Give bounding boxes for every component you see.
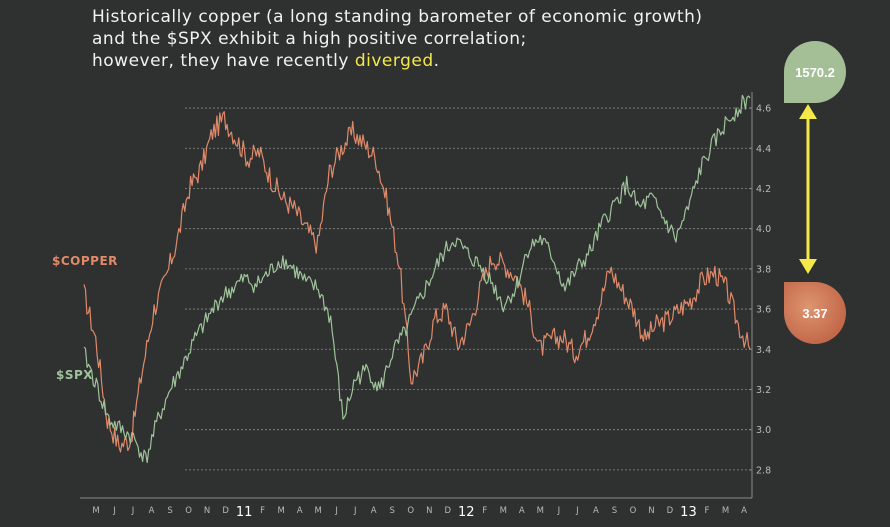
y-tick-label: 4.0: [756, 224, 771, 235]
axes: [80, 92, 753, 499]
x-month-label: M: [92, 506, 99, 516]
x-month-label: N: [648, 506, 654, 516]
y-tick-labels: 2.8 3.0 3.2 3.4 3.6 3.8 4.0 4.2 4.4 4.6: [749, 104, 771, 476]
x-month-label: F: [260, 506, 265, 516]
x-month-label: J: [334, 506, 338, 516]
x-month-label: J: [575, 506, 579, 516]
x-month-label: J: [353, 506, 357, 516]
x-month-label: O: [185, 506, 192, 516]
x-month-label: S: [612, 506, 617, 516]
x-month-label: D: [222, 506, 229, 516]
headline: Historically copper (a long standing bar…: [92, 6, 703, 72]
y-tick-label: 3.4: [756, 345, 771, 356]
x-month-label: O: [630, 506, 637, 516]
divergence-arrow: [799, 104, 817, 274]
y-tick-label: 3.2: [756, 385, 771, 396]
x-month-label: A: [297, 506, 303, 516]
x-month-label: M: [277, 506, 284, 516]
y-tick-label: 4.6: [756, 104, 771, 115]
copper-series-line: [83, 111, 751, 453]
x-month-label: S: [167, 506, 172, 516]
headline-highlight: diverged: [354, 51, 434, 71]
y-tick-label: 4.4: [756, 144, 771, 155]
y-tick-label: 4.2: [756, 184, 771, 195]
x-year-label: 12: [458, 505, 475, 520]
y-tick-label: 2.8: [756, 465, 771, 476]
x-month-label: M: [537, 506, 544, 516]
x-month-label: N: [204, 506, 210, 516]
x-month-label: A: [371, 506, 377, 516]
x-month-label: A: [519, 506, 525, 516]
x-month-label: A: [741, 506, 747, 516]
x-month-label: N: [426, 506, 432, 516]
x-month-label: A: [593, 506, 599, 516]
x-month-label: M: [500, 506, 507, 516]
headline-line-1: Historically copper (a long standing bar…: [92, 7, 703, 27]
x-month-label: M: [722, 506, 729, 516]
spx-series-line: [83, 94, 751, 464]
gridlines: [185, 107, 752, 471]
x-month-label: F: [482, 506, 487, 516]
x-month-label: F: [705, 506, 710, 516]
spx-value-callout: 1570.2: [784, 41, 846, 103]
spx-series-label: $SPX: [56, 368, 94, 382]
x-month-label: D: [444, 506, 451, 516]
headline-line-2: and the $SPX exhibit a high positive cor…: [92, 29, 527, 49]
y-tick-label: 3.6: [756, 305, 771, 316]
x-month-label: S: [390, 506, 395, 516]
arrow-up-head: [799, 104, 817, 119]
y-tick-label: 3.0: [756, 425, 771, 436]
x-month-label: A: [149, 506, 155, 516]
x-tick-labels: M J J A S O N D 11 F M A M J J A S O N D 12 F M A M J J A S O N D 13 F M A: [92, 505, 747, 520]
y-tick-label: 3.8: [756, 264, 771, 275]
x-month-label: O: [407, 506, 414, 516]
x-year-label: 13: [680, 505, 697, 520]
headline-line-3: however, they have recently diverged.: [92, 50, 703, 72]
copper-value-callout: 3.37: [784, 282, 846, 344]
x-month-label: M: [314, 506, 321, 516]
x-month-label: J: [557, 506, 561, 516]
x-month-label: D: [667, 506, 674, 516]
x-month-label: J: [131, 506, 135, 516]
headline-line-3-suffix: .: [433, 51, 440, 71]
x-year-label: 11: [236, 505, 253, 520]
headline-line-3-prefix: however, they have recently: [92, 51, 355, 71]
arrow-down-head: [799, 259, 817, 274]
x-month-label: J: [112, 506, 116, 516]
copper-series-label: $COPPER: [52, 254, 118, 268]
